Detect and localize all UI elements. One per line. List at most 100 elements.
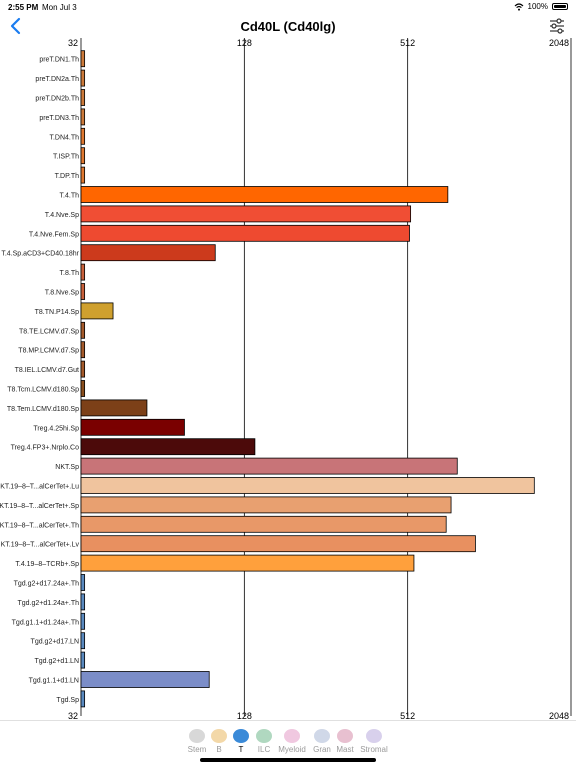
mast-cell-icon — [337, 729, 353, 743]
stromal-cell-icon — [366, 729, 382, 743]
category-label: NKT.19–8–T...alCerTet+.Lu — [0, 484, 79, 491]
b-cell-icon — [211, 729, 227, 743]
x-tick-label: 128 — [237, 38, 252, 48]
category-label: T.4.Sp.aCD3+CD40.18hr — [1, 251, 79, 258]
bar[interactable] — [80, 69, 86, 87]
bar[interactable] — [80, 380, 86, 397]
home-indicator — [200, 758, 376, 762]
bar[interactable] — [80, 89, 86, 106]
category-label: T.4.Nve.Sp — [45, 212, 79, 219]
bar[interactable] — [80, 108, 86, 126]
bar[interactable] — [80, 399, 148, 417]
category-label: Treg.4.FP3+.Nrplo.Co — [11, 445, 80, 452]
bar[interactable] — [80, 244, 216, 262]
tab-label: T — [238, 745, 244, 754]
category-label: T.4.Th — [60, 193, 80, 200]
category-label: T.4.Nve.Fem.Sp — [29, 231, 79, 238]
bar[interactable] — [80, 632, 86, 650]
bar[interactable] — [80, 496, 452, 514]
tab-gran[interactable]: Gran — [300, 729, 344, 754]
bar[interactable] — [80, 651, 86, 669]
tab-label: ILC — [257, 745, 271, 754]
category-label: T8.MP.LCMV.d7.Sp — [18, 348, 79, 355]
bar[interactable] — [80, 515, 447, 533]
bar[interactable] — [80, 612, 86, 630]
x-tick-label: 512 — [400, 38, 415, 48]
category-label: Tgd.g2+d17.LN — [31, 639, 79, 646]
bar[interactable] — [80, 477, 535, 494]
tab-ilc[interactable]: ILC — [242, 729, 286, 754]
tab-b[interactable]: B — [197, 729, 241, 754]
category-label: NKT.19–8–T...alCerTet+.Lv — [0, 542, 79, 549]
category-label: NKT.19–8–T...alCerTet+.Th — [0, 522, 79, 529]
category-label: Tgd.g2+d1.24a+.Th — [18, 600, 80, 607]
category-label: T8.IEL.LCMV.d7.Gut — [15, 367, 79, 374]
category-label: T.8.Nve.Sp — [45, 290, 79, 297]
bar[interactable] — [80, 302, 114, 320]
bar[interactable] — [80, 127, 86, 145]
tab-mast[interactable]: Mast — [323, 729, 367, 754]
expression-bar-chart: 32 128 512 2048 32 128 512 2048 preT.DN1.Th preT.… — [0, 38, 572, 720]
status-date: Mon Jul 3 — [42, 3, 77, 12]
bar[interactable] — [80, 205, 412, 223]
stem-cell-icon — [189, 729, 205, 743]
category-label: T.DN4.Th — [49, 134, 79, 141]
wifi-icon — [514, 2, 523, 11]
bar[interactable] — [80, 690, 86, 708]
x-tick-label: 2048 — [549, 38, 569, 48]
nav-bar: Cd40L (Cd40lg) — [0, 14, 576, 38]
tab-label: Stem — [187, 745, 207, 754]
bar[interactable] — [80, 593, 86, 611]
x-tick-label: 2048 — [549, 711, 569, 720]
category-label: T8.TE.LCMV.d7.Sp — [19, 328, 79, 335]
bar[interactable] — [80, 321, 86, 339]
x-tick-label: 32 — [68, 38, 78, 48]
page-title: Cd40L (Cd40lg) — [240, 19, 336, 34]
bar[interactable] — [80, 186, 449, 203]
bar[interactable] — [80, 360, 86, 378]
bar[interactable] — [80, 457, 458, 475]
category-label: preT.DN1.Th — [39, 57, 79, 64]
bar[interactable] — [80, 671, 210, 688]
category-label: T.4.19–8–TCRb+.Sp — [15, 561, 79, 568]
category-label: Tgd.Sp — [56, 697, 79, 704]
chevron-left-icon[interactable] — [8, 16, 24, 36]
category-label: preT.DN2b.Th — [35, 96, 79, 103]
battery-percent: 100% — [527, 2, 548, 11]
bar[interactable] — [80, 50, 86, 68]
bar[interactable] — [80, 418, 185, 436]
battery-icon — [552, 3, 568, 10]
status-time: 2:55 PM — [8, 3, 39, 12]
category-label: T.DP.Th — [55, 173, 79, 180]
bar[interactable] — [80, 224, 410, 242]
category-label: Tgd.g1.1+d1.24a+.Th — [12, 619, 79, 626]
category-label: T8.TN.P14.Sp — [35, 309, 79, 316]
gran-cell-icon — [314, 729, 330, 743]
tab-myeloid[interactable]: Myeloid — [270, 729, 314, 754]
category-label: Tgd.g1.1+d1.LN — [29, 678, 79, 685]
tab-stromal[interactable]: Stromal — [352, 729, 396, 754]
category-label: NKT.19–8–T...alCerTet+.Sp — [0, 503, 79, 510]
ilc-cell-icon — [256, 729, 272, 743]
category-label: preT.DN3.Th — [39, 115, 79, 122]
tab-label: Gran — [313, 745, 331, 754]
t-cell-icon — [233, 729, 249, 743]
myeloid-cell-icon — [284, 729, 300, 743]
bar[interactable] — [80, 574, 86, 591]
category-label: T8.Tcm.LCMV.d180.Sp — [7, 387, 79, 394]
category-label: NKT.Sp — [55, 464, 79, 471]
status-bar: 2:55 PM Mon Jul 3 100% — [0, 0, 576, 14]
tab-stem[interactable]: Stem — [175, 729, 219, 754]
bar[interactable] — [80, 438, 256, 456]
bar[interactable] — [80, 341, 86, 359]
bar[interactable] — [80, 263, 86, 281]
category-label: Tgd.g2+d1.LN — [34, 658, 79, 665]
bar[interactable] — [80, 147, 86, 165]
bar[interactable] — [80, 166, 86, 184]
bar[interactable] — [80, 535, 476, 553]
sliders-icon[interactable] — [548, 17, 566, 35]
x-tick-label: 512 — [400, 711, 415, 720]
bar[interactable] — [80, 283, 86, 300]
tab-t[interactable]: T — [219, 729, 263, 754]
bar[interactable] — [80, 554, 415, 572]
